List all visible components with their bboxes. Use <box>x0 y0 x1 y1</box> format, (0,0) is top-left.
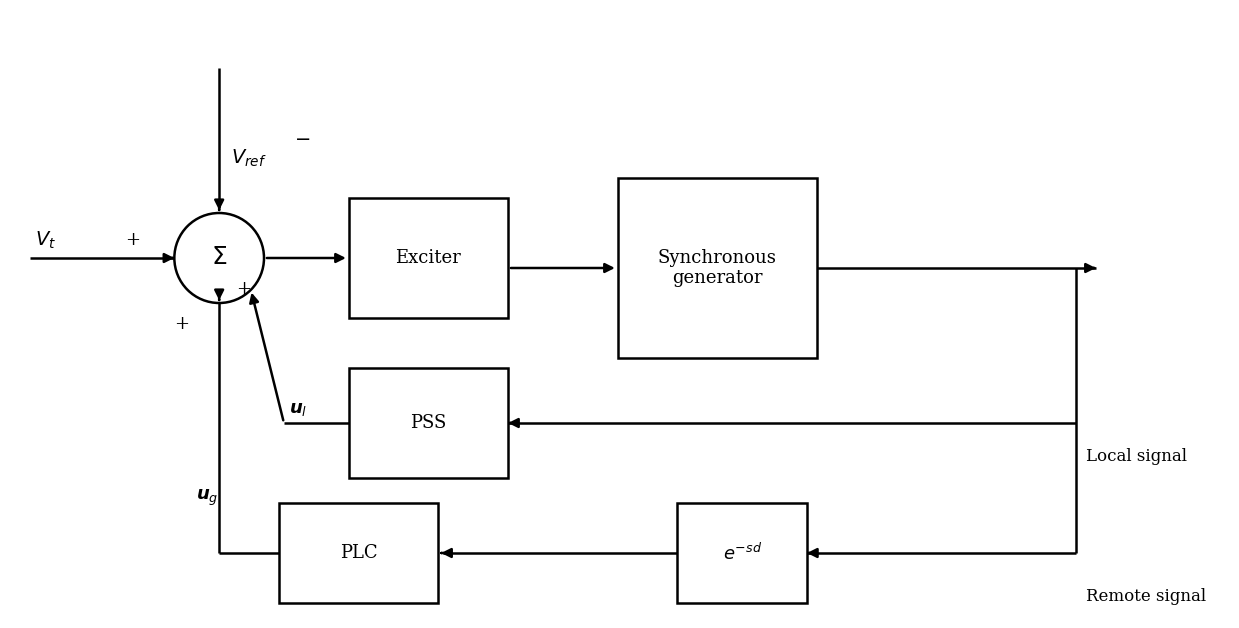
Text: $\Sigma$: $\Sigma$ <box>211 247 227 269</box>
Text: Exciter: Exciter <box>395 249 461 267</box>
Text: +: + <box>173 315 188 333</box>
Text: Synchronous
generator: Synchronous generator <box>658 249 777 288</box>
Bar <box>348 368 508 478</box>
Text: Remote signal: Remote signal <box>1085 588 1206 605</box>
Bar <box>678 503 807 603</box>
Bar <box>348 198 508 318</box>
Text: Local signal: Local signal <box>1085 448 1187 465</box>
Text: $V_{ref}$: $V_{ref}$ <box>232 148 266 169</box>
Text: $\boldsymbol{u}_l$: $\boldsymbol{u}_l$ <box>289 400 307 418</box>
Text: PLC: PLC <box>339 544 378 562</box>
Bar <box>279 503 439 603</box>
Text: $e^{-sd}$: $e^{-sd}$ <box>722 543 762 563</box>
Bar <box>618 178 817 358</box>
Text: $V_t$: $V_t$ <box>35 229 56 251</box>
Text: +: + <box>125 231 140 249</box>
Text: $-$: $-$ <box>294 129 310 147</box>
Text: PSS: PSS <box>410 414 446 432</box>
Text: +: + <box>237 281 252 298</box>
Text: $\boldsymbol{u}_g$: $\boldsymbol{u}_g$ <box>196 488 218 508</box>
